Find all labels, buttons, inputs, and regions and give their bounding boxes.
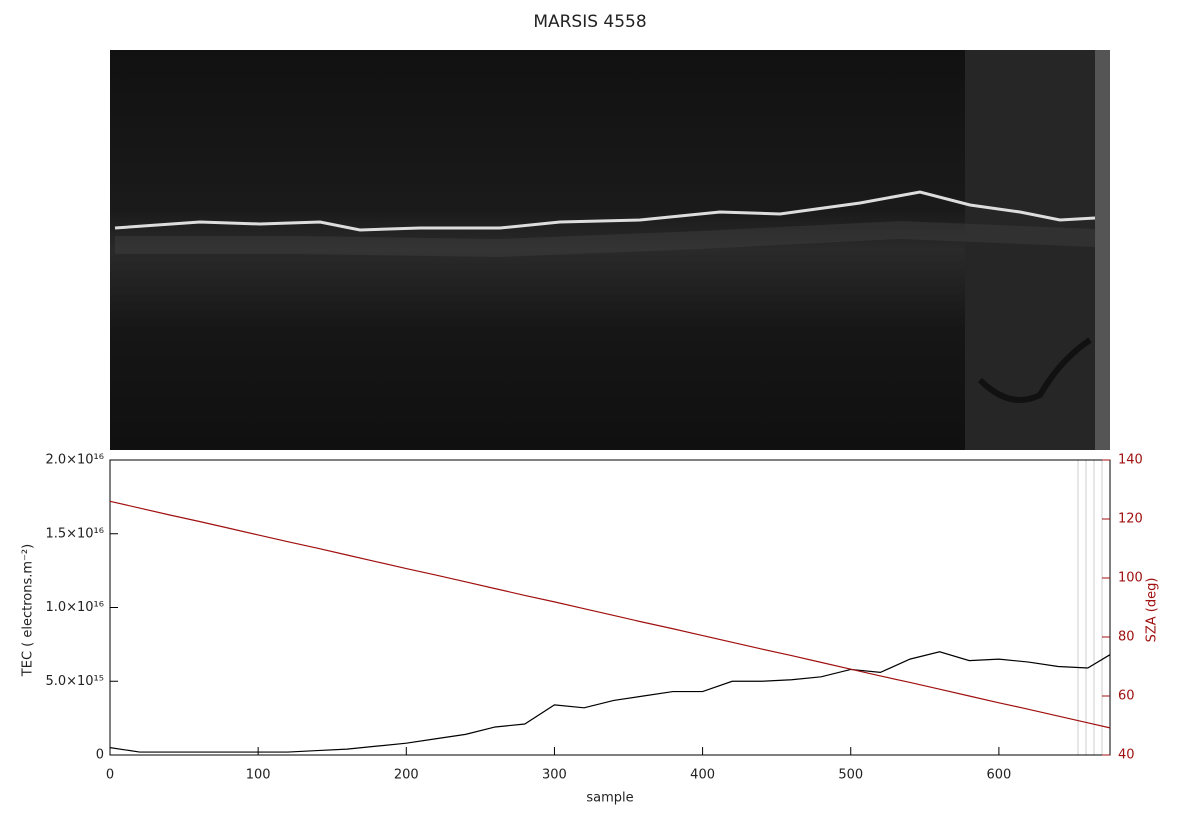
x-tick-label: 500 [838, 768, 863, 783]
y2-tick-label: 140 [1118, 453, 1143, 468]
y-tick-label: 2.0×10¹⁶ [45, 453, 104, 468]
chart-title: MARSIS 4558 [533, 12, 646, 32]
radargram-strip [1095, 50, 1110, 450]
x-tick-label: 600 [986, 768, 1011, 783]
x-axis-label: sample [586, 791, 633, 806]
x-tick-label: 300 [542, 768, 567, 783]
radargram-scatter [115, 220, 1096, 258]
radargram-echo [114, 190, 1096, 232]
y2-tick-label: 60 [1118, 689, 1135, 704]
y2-tick-label: 100 [1118, 571, 1143, 586]
radargram-region [965, 50, 1095, 450]
y2-tick-label: 120 [1118, 512, 1143, 527]
y-tick-label: 1.0×10¹⁶ [45, 600, 104, 615]
radargram-trace [977, 337, 1092, 403]
y-tick-label: 1.5×10¹⁶ [45, 526, 104, 541]
y2-axis-label: SZA (deg) [1145, 578, 1160, 643]
x-tick-label: 100 [246, 768, 271, 783]
y-tick-label: 0 [96, 748, 104, 763]
y-axis-label: TEC ( electrons.m⁻²) [21, 544, 36, 677]
y-tick-label: 5.0×10¹⁵ [45, 674, 104, 689]
y2-tick-label: 80 [1118, 630, 1135, 645]
radargram-background [110, 50, 1110, 450]
y2-tick-label: 40 [1118, 748, 1135, 763]
radargram [110, 50, 1110, 450]
x-tick-label: 200 [394, 768, 419, 783]
plot-frame [109, 459, 1111, 756]
x-tick-label: 0 [106, 768, 114, 783]
series-line [109, 651, 1111, 753]
series-line [109, 500, 1111, 729]
x-tick-label: 400 [690, 768, 715, 783]
vertical-markers [1077, 460, 1103, 755]
